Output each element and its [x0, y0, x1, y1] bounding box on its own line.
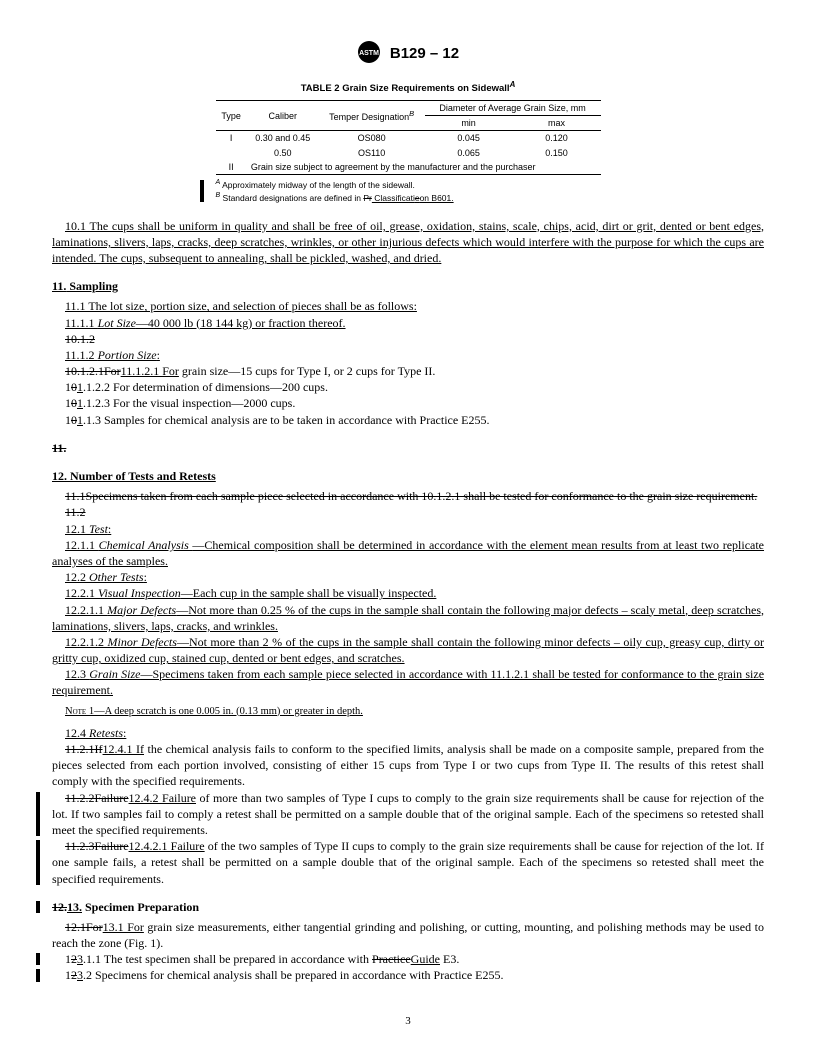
para-11-1-strike: 11.1Specimens taken from each sample pie…	[52, 488, 764, 504]
table-row: II Grain size subject to agreement by th…	[216, 160, 601, 175]
para-13-2: 123.2 Specimens for chemical analysis sh…	[52, 967, 764, 983]
table-row: I 0.30 and 0.45 OS080 0.045 0.120	[216, 131, 601, 146]
para-11-1-1: 11.1.1 Lot Size—40 000 lb (18 144 kg) or…	[52, 315, 764, 331]
section-11-sampling: 11. Sampling	[52, 278, 764, 294]
para-12-4-2: 11.2.2Failure12.4.2 Failure of more than…	[52, 790, 764, 839]
col-caliber: Caliber	[247, 101, 319, 131]
para-12-2-1-2: 12.2.1.2 Minor Defects—Not more than 2 %…	[52, 634, 764, 666]
svg-text:ASTM: ASTM	[359, 50, 379, 57]
para-12-1-1: 12.1.1 Chemical Analysis —Chemical compo…	[52, 537, 764, 569]
para-11-2-strike: 11.2	[52, 504, 764, 520]
note-1: Note 1—A deep scratch is one 0.005 in. (…	[52, 705, 764, 719]
para-12-4-2-1: 11.2.3Failure12.4.2.1 Failure of the two…	[52, 838, 764, 887]
para-11-1: 11.1 The lot size, portion size, and sel…	[52, 298, 764, 314]
para-11-1-2-1: 10.1.2.1For11.1.2.1 For grain size—15 cu…	[52, 363, 764, 379]
para-11-1-2-3: 101.1.2.3 For the visual inspection—2000…	[52, 395, 764, 411]
para-11-1-3: 101.1.3 Samples for chemical analysis ar…	[52, 412, 764, 428]
doc-id: B129 – 12	[390, 44, 459, 64]
para-12-2-1: 12.2.1 Visual Inspection—Each cup in the…	[52, 585, 764, 601]
section-12: 12. Number of Tests and Retests	[52, 468, 764, 484]
para-12-2-1-1: 12.2.1.1 Major Defects—Not more than 0.2…	[52, 602, 764, 634]
table-footnotes: A Approximately midway of the length of …	[216, 178, 601, 204]
page-header: ASTM B129 – 12	[52, 40, 764, 68]
para-13-1-1: 123.1.1 The test specimen shall be prepa…	[52, 951, 764, 967]
table-row: 0.50 OS110 0.065 0.150	[216, 146, 601, 160]
col-temper: Temper DesignationB	[319, 101, 425, 131]
para-10-1-2-strike: 10.1.2	[52, 331, 764, 347]
para-11-1-2: 11.1.2 Portion Size:	[52, 347, 764, 363]
para-12-4-1: 11.2.1If12.4.1 If the chemical analysis …	[52, 741, 764, 790]
col-diameter: Diameter of Average Grain Size, mm	[425, 101, 601, 116]
para-12-1: 12.1 Test:	[52, 521, 764, 537]
section-13: 12.13. Specimen Preparation	[52, 899, 764, 915]
table-caption: TABLE 2 Grain Size Requirements on Sidew…	[216, 80, 601, 96]
para-12-4: 12.4 Retests:	[52, 725, 764, 741]
para-10-1: 10.1 The cups shall be uniform in qualit…	[52, 218, 764, 267]
astm-logo: ASTM	[357, 40, 381, 68]
para-12-3: 12.3 Grain Size—Specimens taken from eac…	[52, 666, 764, 698]
para-12-2: 12.2 Other Tests:	[52, 569, 764, 585]
para-11-1-2-2: 101.1.2.2 For determination of dimension…	[52, 379, 764, 395]
para-13-1: 12.1For13.1 For grain size measurements,…	[52, 919, 764, 951]
col-min: min	[425, 116, 513, 131]
col-type: Type	[216, 101, 247, 131]
page-number: 3	[52, 1014, 764, 1029]
section-11-strike: 11.	[52, 440, 764, 456]
col-max: max	[513, 116, 601, 131]
table-2: TABLE 2 Grain Size Requirements on Sidew…	[216, 80, 601, 203]
